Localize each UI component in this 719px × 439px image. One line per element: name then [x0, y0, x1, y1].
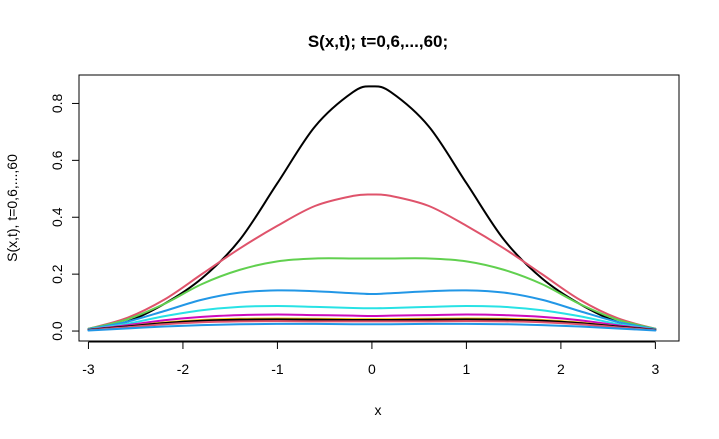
x-tick-label: -3: [82, 361, 95, 377]
series-line-10: [87, 322, 657, 332]
series-line-5: [87, 313, 657, 331]
chart-title: S(x,t); t=0,6,...,60;: [308, 32, 448, 51]
series-line-4: [87, 305, 657, 331]
series-line-9: [87, 320, 657, 332]
y-tick-label: 0.8: [49, 94, 65, 114]
y-tick-label: 0.0: [49, 321, 65, 341]
y-axis: 0.0 0.2 0.4 0.6 0.8: [49, 94, 80, 341]
series-line-0: [87, 85, 657, 331]
x-axis-label: x: [375, 402, 382, 418]
y-axis-label: S(x,t), t=0,6,...,60: [4, 154, 20, 262]
series-line-3: [87, 289, 657, 331]
x-tick-label: 2: [557, 361, 565, 377]
y-tick-label: 0.6: [49, 150, 65, 170]
x-tick-label: -1: [271, 361, 284, 377]
series-line-8: [87, 318, 657, 331]
y-tick-label: 0.4: [49, 207, 65, 227]
x-axis: -3 -2 -1 0 1 2 3: [82, 341, 659, 377]
y-tick-label: 0.2: [49, 264, 65, 284]
series-group: [87, 85, 657, 332]
series-line-1: [87, 193, 657, 330]
x-tick-label: -2: [177, 361, 190, 377]
x-tick-label: 1: [463, 361, 471, 377]
series-line-2: [87, 257, 657, 330]
x-tick-label: 3: [651, 361, 659, 377]
x-tick-label: 0: [368, 361, 376, 377]
